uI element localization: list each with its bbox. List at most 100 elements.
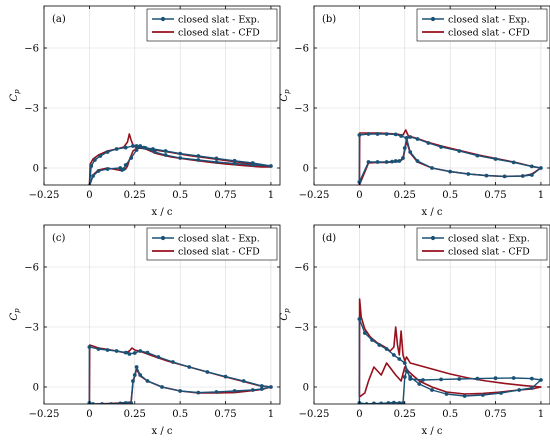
data-point	[92, 158, 97, 162]
data-point	[408, 150, 413, 154]
data-point	[364, 402, 369, 404]
legend-entry: closed slat - Exp.	[448, 14, 530, 25]
x-tick-label: 0	[86, 409, 92, 420]
data-point	[539, 166, 543, 170]
series-group	[357, 298, 543, 404]
series-line-cfd	[358, 298, 542, 398]
data-point	[493, 157, 498, 161]
data-point	[156, 355, 161, 359]
data-point	[466, 172, 471, 176]
data-point	[196, 154, 201, 158]
legend-marker	[160, 16, 166, 22]
data-point	[151, 147, 155, 151]
y-tick-label: −3	[294, 104, 309, 115]
data-point	[391, 400, 396, 404]
data-point	[178, 156, 183, 160]
axes-frame	[43, 5, 281, 186]
data-point	[529, 164, 534, 169]
legend-marker	[430, 235, 436, 241]
data-point	[134, 365, 139, 369]
legend-box	[146, 227, 278, 261]
data-point	[223, 374, 228, 379]
data-point	[118, 166, 123, 170]
data-point	[105, 167, 110, 171]
data-point	[105, 150, 110, 154]
data-point	[384, 132, 389, 136]
x-axis-label: x / c	[152, 207, 173, 218]
data-point	[370, 338, 374, 342]
data-point	[372, 401, 376, 404]
data-point	[178, 151, 183, 156]
panel-label: (d)	[322, 233, 336, 244]
data-point	[123, 350, 128, 355]
data-point	[109, 402, 114, 404]
data-point	[118, 401, 123, 404]
data-point	[415, 137, 420, 141]
data-point	[89, 164, 94, 168]
legend-box	[416, 227, 548, 261]
legend-entry: closed slat - CFD	[178, 27, 260, 38]
legend-entry: closed slat - Exp.	[448, 233, 530, 244]
data-point	[178, 389, 183, 393]
data-point	[539, 378, 543, 382]
data-point	[129, 401, 134, 404]
data-point	[462, 394, 467, 398]
legend-entry: closed slat - Exp.	[178, 14, 260, 25]
legend: closed slat - Exp. closed slat - CFD	[146, 227, 278, 261]
x-tick-label: 0.5	[172, 190, 188, 201]
data-point	[397, 159, 402, 163]
data-point	[415, 159, 420, 163]
x-tick-label: 0.25	[124, 409, 146, 420]
data-point	[269, 385, 273, 389]
panel-label: (b)	[322, 14, 336, 25]
y-tick-label: −3	[24, 323, 39, 334]
x-tick-label: −0.25	[29, 190, 60, 201]
x-tick-label: 0.5	[442, 190, 458, 201]
data-point	[529, 173, 534, 177]
legend-entry: closed slat - Exp.	[178, 233, 260, 244]
data-point	[402, 375, 407, 379]
data-point	[375, 160, 380, 164]
data-point	[214, 160, 219, 164]
data-point	[393, 132, 398, 137]
data-point	[269, 164, 273, 168]
axes-frame	[313, 5, 550, 186]
data-point	[259, 387, 264, 391]
data-point	[402, 146, 407, 150]
data-point	[404, 136, 409, 140]
x-tick-label: 0.5	[442, 409, 458, 420]
data-point	[484, 173, 489, 178]
data-point	[91, 402, 95, 404]
x-tick-label: 0.75	[214, 409, 236, 420]
data-point	[517, 388, 522, 392]
y-axis-label: Cp	[279, 89, 291, 102]
data-point	[377, 343, 382, 347]
data-point	[357, 133, 362, 137]
data-point	[138, 349, 143, 353]
data-point	[386, 401, 391, 404]
data-point	[259, 384, 264, 388]
data-point	[241, 379, 246, 383]
data-point	[129, 156, 134, 160]
data-point	[502, 174, 507, 179]
legend-box	[146, 8, 278, 42]
series-group	[87, 344, 273, 404]
axes-frame	[43, 224, 281, 405]
data-point	[375, 132, 380, 136]
chart-panel: −0.25 0 0.25 0.5 0.75 1 −6 −3 0 x / c Cp (a) closed …	[9, 5, 281, 218]
data-point	[250, 388, 255, 392]
data-point	[366, 132, 371, 136]
data-point	[366, 160, 371, 164]
data-point	[143, 146, 148, 150]
data-point	[408, 375, 413, 379]
data-point	[390, 159, 394, 164]
y-tick-label: −3	[24, 104, 39, 115]
legend: closed slat - Exp. closed slat - CFD	[416, 227, 548, 261]
y-axis-label: Cp	[9, 308, 21, 321]
legend-marker	[430, 16, 436, 22]
data-point	[379, 401, 384, 404]
axes-frame	[313, 224, 550, 405]
data-point	[444, 392, 449, 396]
data-point	[96, 169, 101, 173]
